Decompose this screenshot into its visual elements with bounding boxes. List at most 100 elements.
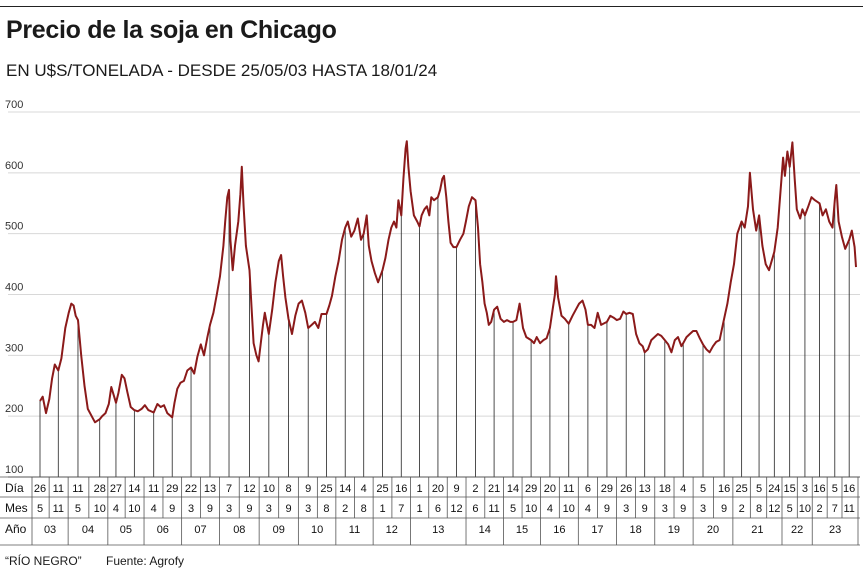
day-label: 29 — [601, 483, 613, 495]
month-label: 8 — [361, 503, 367, 515]
gridlines — [8, 112, 860, 477]
month-label: 2 — [739, 503, 745, 515]
month-label: 10 — [128, 503, 140, 515]
month-label: 5 — [787, 503, 793, 515]
month-label: 10 — [525, 503, 537, 515]
day-label: 13 — [639, 483, 651, 495]
day-label: 14 — [507, 483, 519, 495]
day-label: 20 — [432, 483, 444, 495]
year-label: 21 — [751, 524, 763, 536]
day-label: 11 — [563, 483, 574, 495]
day-label: 20 — [544, 483, 556, 495]
row-label-month: Mes — [5, 501, 28, 515]
day-label: 4 — [680, 483, 686, 495]
month-label: 9 — [285, 503, 291, 515]
year-label: 05 — [120, 524, 132, 536]
month-label: 2 — [342, 503, 348, 515]
month-label: 9 — [721, 503, 727, 515]
day-label: 8 — [285, 483, 291, 495]
month-label: 3 — [305, 503, 311, 515]
year-label: 12 — [386, 524, 398, 536]
month-label: 12 — [768, 503, 780, 515]
month-label: 3 — [266, 503, 272, 515]
day-label: 4 — [361, 483, 367, 495]
year-label: 13 — [432, 524, 444, 536]
day-label: 22 — [185, 483, 197, 495]
month-label: 9 — [642, 503, 648, 515]
month-label: 5 — [75, 503, 81, 515]
month-label: 1 — [379, 503, 385, 515]
month-label: 3 — [226, 503, 232, 515]
day-label: 25 — [736, 483, 748, 495]
y-tick-label: 500 — [5, 221, 23, 233]
month-label: 3 — [623, 503, 629, 515]
day-label: 25 — [320, 483, 332, 495]
month-label: 4 — [547, 503, 553, 515]
day-label: 24 — [768, 483, 780, 495]
day-label: 5 — [832, 483, 838, 495]
year-label: 18 — [630, 524, 642, 536]
date-drop-lines — [40, 167, 849, 477]
month-label: 9 — [604, 503, 610, 515]
day-label: 6 — [585, 483, 591, 495]
year-label: 15 — [516, 524, 528, 536]
day-label: 26 — [620, 483, 632, 495]
month-label: 9 — [246, 503, 252, 515]
day-label: 15 — [784, 483, 796, 495]
day-label: 25 — [376, 483, 388, 495]
month-label: 7 — [832, 503, 838, 515]
month-label: 12 — [450, 503, 462, 515]
day-label: 29 — [525, 483, 537, 495]
month-label: 4 — [151, 503, 157, 515]
month-label: 9 — [680, 503, 686, 515]
day-label: 16 — [395, 483, 407, 495]
day-label: 7 — [226, 483, 232, 495]
month-label: 1 — [416, 503, 422, 515]
month-label: 7 — [398, 503, 404, 515]
year-label: 11 — [349, 524, 360, 536]
y-tick-label: 700 — [5, 100, 23, 111]
day-label: 18 — [659, 483, 671, 495]
year-label: 08 — [233, 524, 245, 536]
row-label-year: Año — [5, 522, 27, 536]
month-label: 11 — [53, 503, 64, 515]
month-label: 3 — [700, 503, 706, 515]
day-label: 27 — [110, 483, 122, 495]
day-label: 14 — [339, 483, 351, 495]
month-label: 3 — [662, 503, 668, 515]
month-label: 9 — [169, 503, 175, 515]
year-label: 19 — [668, 524, 680, 536]
top-rule — [0, 6, 863, 7]
day-label: 3 — [802, 483, 808, 495]
y-axis: 100 200 300 400 500 600 700 — [5, 100, 23, 476]
year-label: 20 — [707, 524, 719, 536]
year-label: 07 — [194, 524, 206, 536]
month-label: 6 — [435, 503, 441, 515]
year-label: 22 — [791, 524, 803, 536]
month-label: 4 — [585, 503, 591, 515]
day-label: 29 — [166, 483, 178, 495]
day-label: 5 — [700, 483, 706, 495]
source-note: Fuente: Agrofy — [106, 554, 184, 568]
month-label: 2 — [816, 503, 822, 515]
month-label: 8 — [323, 503, 329, 515]
day-label: 9 — [453, 483, 459, 495]
year-label: 09 — [273, 524, 285, 536]
source-brand: “RÍO NEGRO” — [5, 554, 82, 568]
day-label: 28 — [94, 483, 106, 495]
day-label: 2 — [472, 483, 478, 495]
y-tick-label: 600 — [5, 160, 23, 172]
day-label: 13 — [204, 483, 216, 495]
chart-subtitle: EN U$S/TONELADA - DESDE 25/05/03 HASTA 1… — [6, 61, 437, 81]
year-label: 04 — [82, 524, 94, 536]
month-label: 3 — [188, 503, 194, 515]
y-tick-label: 100 — [5, 464, 23, 476]
day-label: 12 — [243, 483, 255, 495]
price-series-line — [40, 141, 856, 422]
date-table: DíaMesAño2651111115281027414101142992231… — [0, 477, 860, 545]
chart-title: Precio de la soja en Chicago — [6, 16, 337, 45]
year-label: 06 — [157, 524, 169, 536]
month-label: 10 — [563, 503, 575, 515]
day-label: 10 — [263, 483, 275, 495]
